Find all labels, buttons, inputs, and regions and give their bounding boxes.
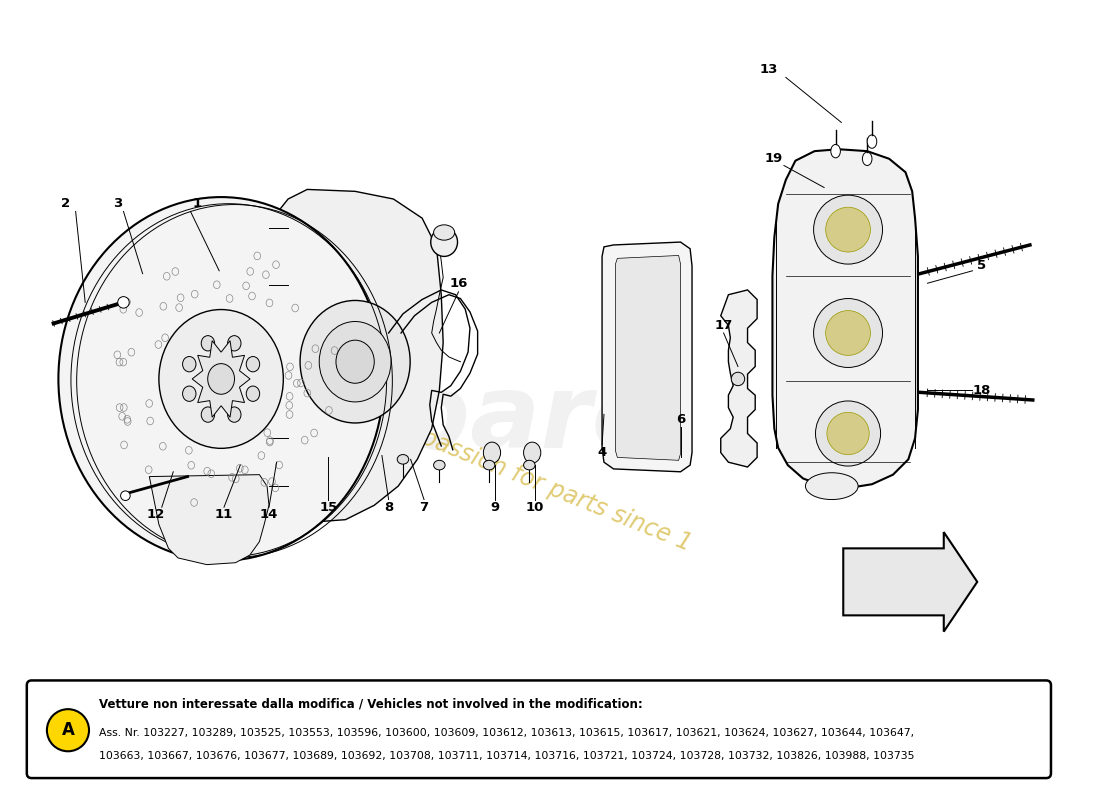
Ellipse shape	[300, 301, 410, 423]
Ellipse shape	[431, 228, 458, 257]
Text: Vetture non interessate dalla modifica / Vehicles not involved in the modificati: Vetture non interessate dalla modifica /…	[99, 698, 642, 711]
Ellipse shape	[862, 152, 872, 166]
Ellipse shape	[397, 454, 409, 464]
Ellipse shape	[867, 135, 877, 148]
Text: 10: 10	[526, 501, 544, 514]
Text: 18: 18	[972, 384, 991, 397]
Ellipse shape	[183, 386, 196, 402]
Text: 4: 4	[597, 446, 607, 459]
Ellipse shape	[830, 145, 840, 158]
Text: 19: 19	[764, 152, 782, 166]
Text: 16: 16	[449, 277, 468, 290]
Polygon shape	[616, 255, 681, 460]
FancyBboxPatch shape	[26, 681, 1050, 778]
Text: 1: 1	[192, 198, 201, 210]
Polygon shape	[150, 474, 270, 565]
Ellipse shape	[208, 364, 234, 394]
Ellipse shape	[228, 407, 241, 422]
Ellipse shape	[121, 491, 130, 501]
Ellipse shape	[814, 195, 882, 264]
Text: eurospare: eurospare	[66, 369, 663, 470]
Text: 14: 14	[260, 508, 278, 522]
Ellipse shape	[336, 340, 374, 383]
Text: 2: 2	[62, 198, 70, 210]
Ellipse shape	[524, 442, 541, 463]
Circle shape	[47, 709, 89, 751]
Ellipse shape	[826, 207, 870, 252]
Ellipse shape	[183, 357, 196, 372]
Text: 15: 15	[319, 501, 338, 514]
Polygon shape	[602, 242, 692, 472]
Ellipse shape	[827, 412, 869, 454]
Polygon shape	[192, 341, 250, 417]
Ellipse shape	[815, 401, 881, 466]
Polygon shape	[844, 532, 977, 632]
Ellipse shape	[524, 460, 535, 470]
Ellipse shape	[433, 225, 454, 240]
Text: 103663, 103667, 103676, 103677, 103689, 103692, 103708, 103711, 103714, 103716, : 103663, 103667, 103676, 103677, 103689, …	[99, 751, 914, 761]
Polygon shape	[254, 190, 443, 522]
Ellipse shape	[483, 460, 495, 470]
Polygon shape	[720, 290, 757, 467]
Text: Ass. Nr. 103227, 103289, 103525, 103553, 103596, 103600, 103609, 103612, 103613,: Ass. Nr. 103227, 103289, 103525, 103553,…	[99, 728, 914, 738]
Ellipse shape	[228, 336, 241, 351]
Ellipse shape	[732, 372, 745, 386]
Ellipse shape	[201, 407, 214, 422]
Ellipse shape	[433, 460, 446, 470]
Ellipse shape	[246, 386, 260, 402]
Text: 17: 17	[715, 319, 733, 332]
Text: 8: 8	[384, 501, 393, 514]
Polygon shape	[625, 252, 689, 459]
Ellipse shape	[319, 322, 390, 402]
Ellipse shape	[201, 336, 214, 351]
Ellipse shape	[158, 310, 284, 448]
Ellipse shape	[805, 473, 858, 499]
Text: A: A	[62, 722, 75, 739]
Text: 5: 5	[978, 259, 987, 273]
Ellipse shape	[483, 442, 500, 463]
Text: 3: 3	[113, 198, 122, 210]
Ellipse shape	[814, 298, 882, 367]
Text: a passion for parts since 1: a passion for parts since 1	[397, 417, 695, 556]
Text: 6: 6	[675, 413, 685, 426]
Ellipse shape	[58, 197, 384, 561]
Ellipse shape	[826, 310, 870, 355]
Text: 12: 12	[147, 508, 165, 522]
Text: 11: 11	[214, 508, 233, 522]
Text: 9: 9	[491, 501, 499, 514]
Text: 13: 13	[759, 63, 778, 76]
Ellipse shape	[246, 357, 260, 372]
Text: 7: 7	[419, 501, 429, 514]
Polygon shape	[772, 150, 917, 488]
Ellipse shape	[118, 297, 129, 308]
